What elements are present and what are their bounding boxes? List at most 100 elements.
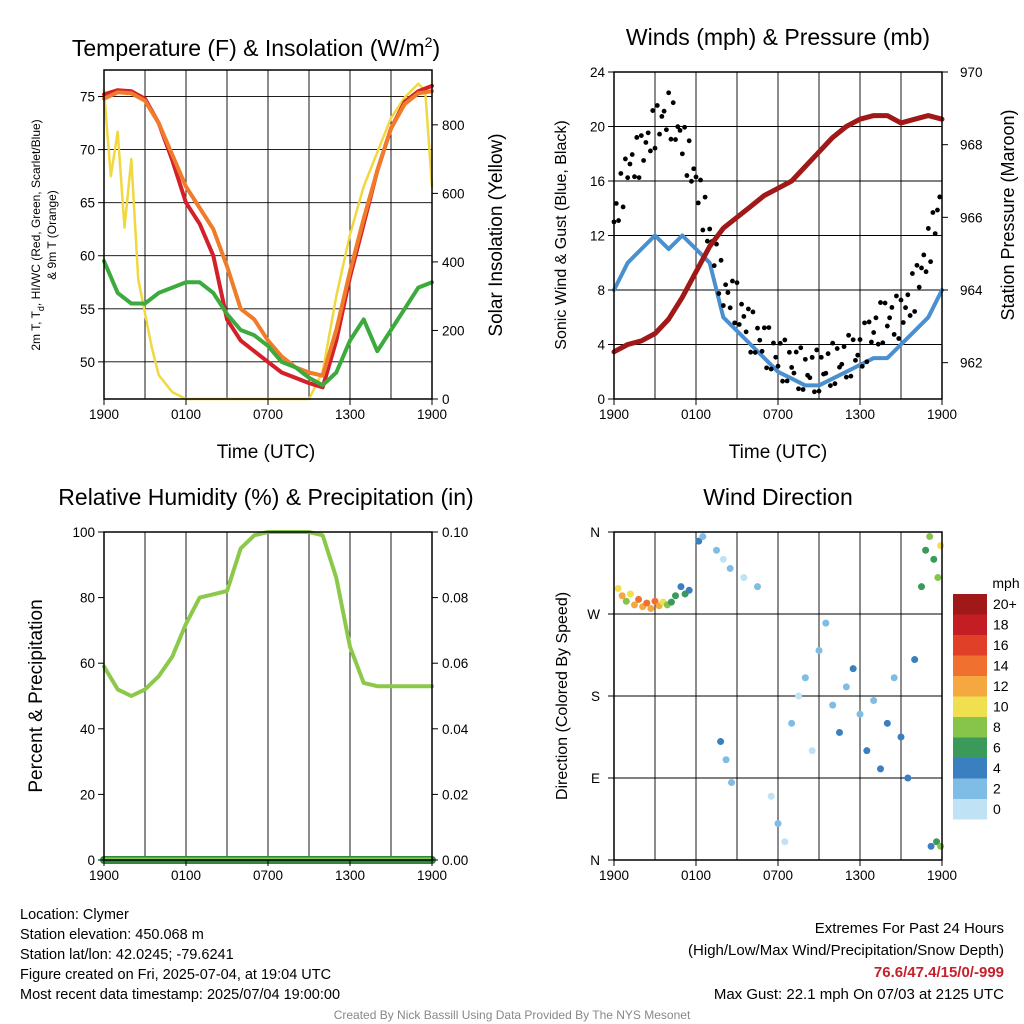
gust-point bbox=[684, 173, 690, 178]
gust-point bbox=[850, 337, 856, 343]
direction-point bbox=[635, 595, 643, 603]
y2-tick-label: 966 bbox=[960, 210, 983, 225]
gust-point bbox=[622, 156, 628, 162]
gust-point bbox=[907, 313, 913, 318]
gust-point bbox=[873, 315, 879, 321]
direction-point bbox=[815, 646, 823, 654]
gust-point bbox=[786, 349, 792, 355]
temp-y-axis-rest: , HI/WC (Red, Green, Scarlet/Blue) bbox=[29, 119, 43, 306]
gust-point bbox=[732, 320, 738, 326]
y-tick-label: 16 bbox=[590, 174, 605, 189]
recent-text: Most recent data timestamp: 2025/07/04 1… bbox=[20, 987, 341, 1003]
gust-point bbox=[707, 226, 713, 232]
temp-chart-title: Temperature (F) & Insolation (W/m2) bbox=[72, 34, 440, 61]
y2-tick-label: 0.10 bbox=[442, 525, 468, 540]
gust-point bbox=[666, 90, 672, 96]
colorbar-label: 4 bbox=[993, 760, 1001, 776]
colorbar-swatch bbox=[953, 614, 987, 635]
direction-point bbox=[849, 665, 857, 673]
gust-point bbox=[616, 218, 621, 223]
gust-point bbox=[882, 300, 888, 306]
x-tick-label: 1300 bbox=[335, 868, 365, 883]
direction-point bbox=[842, 683, 850, 691]
title-superscript: 2 bbox=[425, 34, 433, 50]
gust-point bbox=[775, 363, 781, 369]
gust-point bbox=[759, 348, 765, 354]
gust-point bbox=[625, 175, 631, 181]
temp-y2-axis-label: Solar Insolation (Yellow) bbox=[486, 133, 507, 336]
gust-point bbox=[663, 127, 669, 133]
gust-point bbox=[773, 354, 779, 360]
gust-point bbox=[720, 303, 726, 308]
direction-point bbox=[717, 738, 725, 746]
y-tick-label: 100 bbox=[72, 525, 95, 540]
gust-point bbox=[800, 387, 806, 392]
temp-x-axis-label: Time (UTC) bbox=[217, 442, 316, 463]
gust-point bbox=[693, 174, 699, 180]
x-tick-label: 1300 bbox=[845, 407, 875, 422]
direction-point bbox=[904, 774, 912, 782]
dir-y-axis-label: Direction (Colored By Speed) bbox=[554, 592, 571, 800]
gust-point bbox=[741, 314, 747, 319]
x-tick-label: 0700 bbox=[253, 868, 283, 883]
gust-point bbox=[784, 378, 790, 384]
y2-tick-label: 0.00 bbox=[442, 853, 468, 868]
gust-point bbox=[777, 340, 783, 346]
direction-point bbox=[883, 719, 891, 727]
extremes-values: 76.6/47.4/15/0/-999 bbox=[873, 964, 1004, 981]
colorbar-label: 14 bbox=[993, 658, 1009, 674]
gust-point bbox=[791, 370, 797, 376]
x-tick-label: 0100 bbox=[681, 407, 711, 422]
colorbar-label: 10 bbox=[993, 699, 1009, 715]
x-tick-label: 1900 bbox=[927, 407, 957, 422]
gust-point bbox=[789, 365, 795, 370]
colorbar-swatch bbox=[953, 635, 987, 656]
wind-chart-title: Winds (mph) & Pressure (mb) bbox=[626, 24, 930, 50]
gust-point bbox=[766, 325, 772, 331]
direction-point bbox=[740, 574, 748, 582]
gust-point bbox=[880, 340, 886, 346]
station-info: Location: Clymer Station elevation: 450.… bbox=[20, 905, 340, 1005]
gust-point bbox=[677, 128, 683, 133]
gust-point bbox=[855, 352, 861, 358]
gust-point bbox=[878, 300, 883, 305]
gust-point bbox=[864, 359, 870, 365]
direction-point bbox=[934, 574, 942, 582]
direction-point bbox=[926, 533, 934, 541]
gust-point bbox=[730, 278, 735, 284]
colorbar-label: 2 bbox=[993, 781, 1001, 797]
direction-point bbox=[672, 592, 679, 600]
colorbar-label: 18 bbox=[993, 617, 1009, 633]
gust-point bbox=[689, 178, 694, 184]
gust-point bbox=[930, 210, 936, 215]
y-tick-label: 50 bbox=[80, 355, 95, 370]
temp-series-line bbox=[102, 259, 434, 388]
colorbar-label: 8 bbox=[993, 719, 1001, 735]
direction-point bbox=[795, 692, 802, 700]
x-tick-label: 1900 bbox=[417, 407, 447, 422]
y2-tick-label: 962 bbox=[960, 356, 983, 371]
gust-point bbox=[632, 174, 637, 180]
gust-point bbox=[884, 323, 890, 329]
direction-point bbox=[856, 710, 864, 718]
direction-point bbox=[726, 564, 734, 572]
gust-point bbox=[839, 361, 845, 367]
gust-point bbox=[761, 325, 767, 331]
y2-tick-label: 964 bbox=[960, 283, 983, 298]
direction-point bbox=[829, 701, 837, 709]
x-tick-label: 0700 bbox=[253, 407, 283, 422]
gust-point bbox=[896, 336, 902, 341]
direction-point bbox=[890, 674, 898, 682]
colorbar-swatch bbox=[953, 778, 987, 799]
gust-point bbox=[782, 337, 788, 343]
gust-point bbox=[859, 363, 865, 369]
gust-point bbox=[809, 354, 815, 360]
gust-point bbox=[752, 350, 758, 355]
x-tick-label: 0700 bbox=[763, 868, 793, 883]
y-tick-label: N bbox=[590, 853, 600, 868]
gust-point bbox=[848, 373, 854, 379]
location-text: Location: Clymer bbox=[20, 907, 129, 923]
gust-point bbox=[620, 204, 626, 210]
x-tick-label: 0100 bbox=[171, 868, 201, 883]
y-tick-label: 4 bbox=[597, 338, 605, 353]
